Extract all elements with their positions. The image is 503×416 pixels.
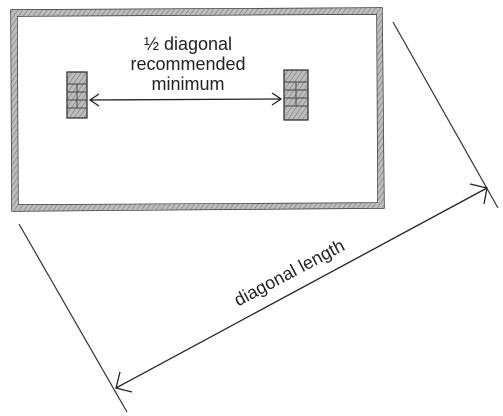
- diagonal-extension-lines: [18, 21, 499, 413]
- diagonal-length-arrow: [115, 183, 488, 393]
- room-frame: [10, 7, 385, 212]
- right-speaker: [283, 69, 309, 121]
- minimum-distance-arrow: [88, 92, 283, 107]
- minimum-label-line1: ½ diagonal: [144, 34, 232, 54]
- minimum-label-line2: recommended: [130, 54, 245, 74]
- left-speaker: [66, 71, 88, 119]
- minimum-label-line3: minimum: [151, 74, 224, 94]
